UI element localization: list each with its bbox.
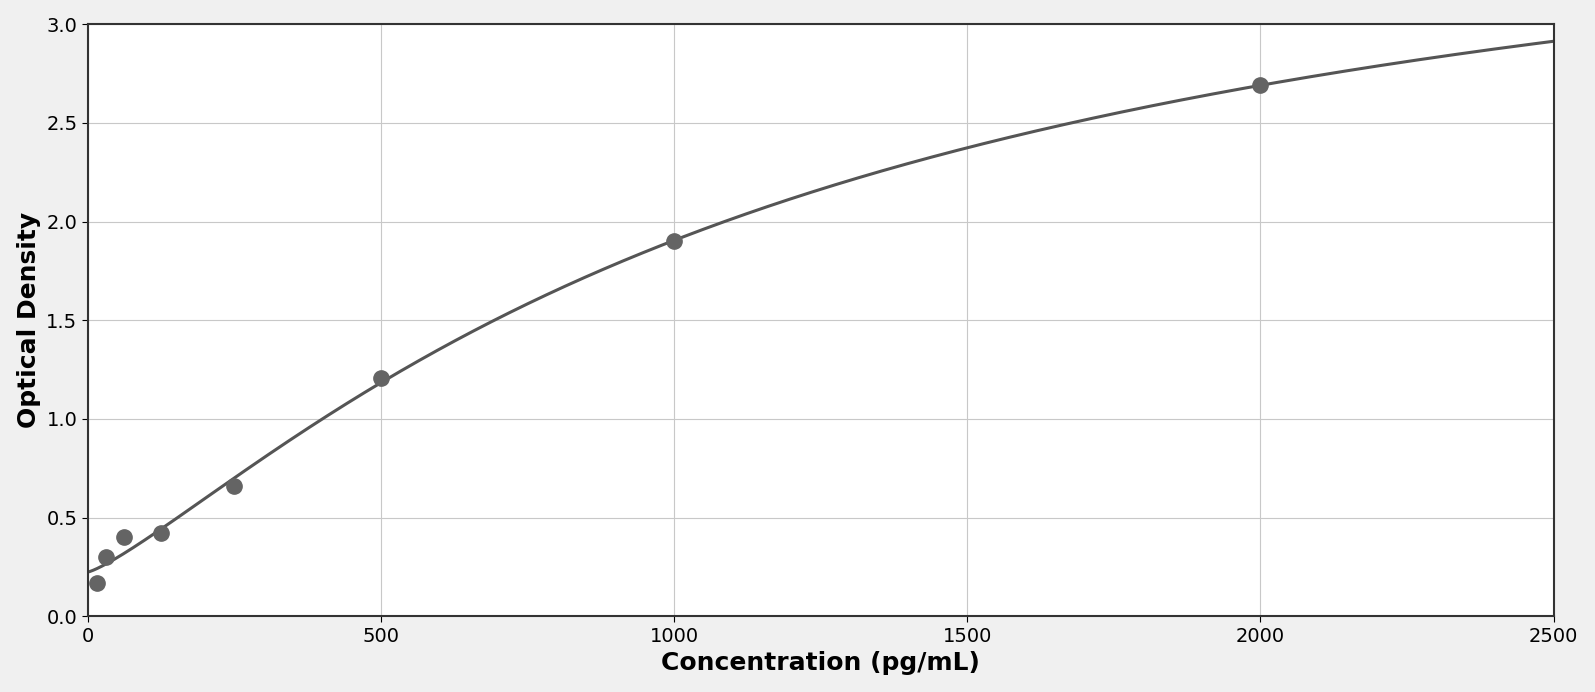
X-axis label: Concentration (pg/mL): Concentration (pg/mL) <box>662 651 981 675</box>
Point <box>222 480 247 491</box>
Point <box>85 577 110 588</box>
Point <box>368 372 394 383</box>
Y-axis label: Optical Density: Optical Density <box>16 212 40 428</box>
Point <box>1247 80 1273 91</box>
Point <box>148 528 174 539</box>
Point <box>662 236 687 247</box>
Point <box>94 552 120 563</box>
Point <box>112 532 137 543</box>
